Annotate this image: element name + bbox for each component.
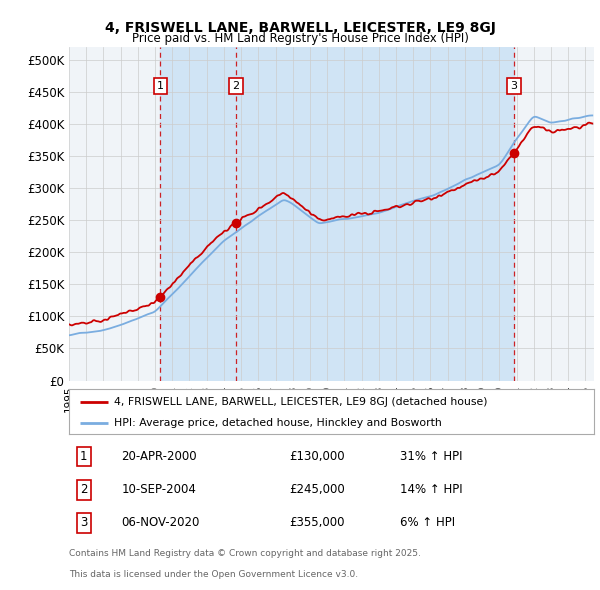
Text: 06-NOV-2020: 06-NOV-2020 [121,516,200,529]
Text: 20-APR-2000: 20-APR-2000 [121,450,197,463]
Text: 31% ↑ HPI: 31% ↑ HPI [400,450,462,463]
Bar [160,47,514,381]
Text: £245,000: £245,000 [290,483,345,496]
Text: 1: 1 [157,81,164,91]
Text: 10-SEP-2004: 10-SEP-2004 [121,483,196,496]
Text: £130,000: £130,000 [290,450,345,463]
Text: Contains HM Land Registry data © Crown copyright and database right 2025.: Contains HM Land Registry data © Crown c… [69,549,421,558]
Text: 3: 3 [511,81,517,91]
Text: 4, FRISWELL LANE, BARWELL, LEICESTER, LE9 8GJ: 4, FRISWELL LANE, BARWELL, LEICESTER, LE… [104,21,496,35]
Text: 4, FRISWELL LANE, BARWELL, LEICESTER, LE9 8GJ (detached house): 4, FRISWELL LANE, BARWELL, LEICESTER, LE… [113,397,487,407]
Text: 6% ↑ HPI: 6% ↑ HPI [400,516,455,529]
Text: 2: 2 [80,483,88,496]
Text: HPI: Average price, detached house, Hinckley and Bosworth: HPI: Average price, detached house, Hinc… [113,418,442,428]
Text: 14% ↑ HPI: 14% ↑ HPI [400,483,463,496]
Text: 1: 1 [80,450,88,463]
Text: Price paid vs. HM Land Registry's House Price Index (HPI): Price paid vs. HM Land Registry's House … [131,32,469,45]
Text: 3: 3 [80,516,88,529]
Text: 2: 2 [232,81,239,91]
Text: £355,000: £355,000 [290,516,345,529]
Text: This data is licensed under the Open Government Licence v3.0.: This data is licensed under the Open Gov… [69,571,358,579]
